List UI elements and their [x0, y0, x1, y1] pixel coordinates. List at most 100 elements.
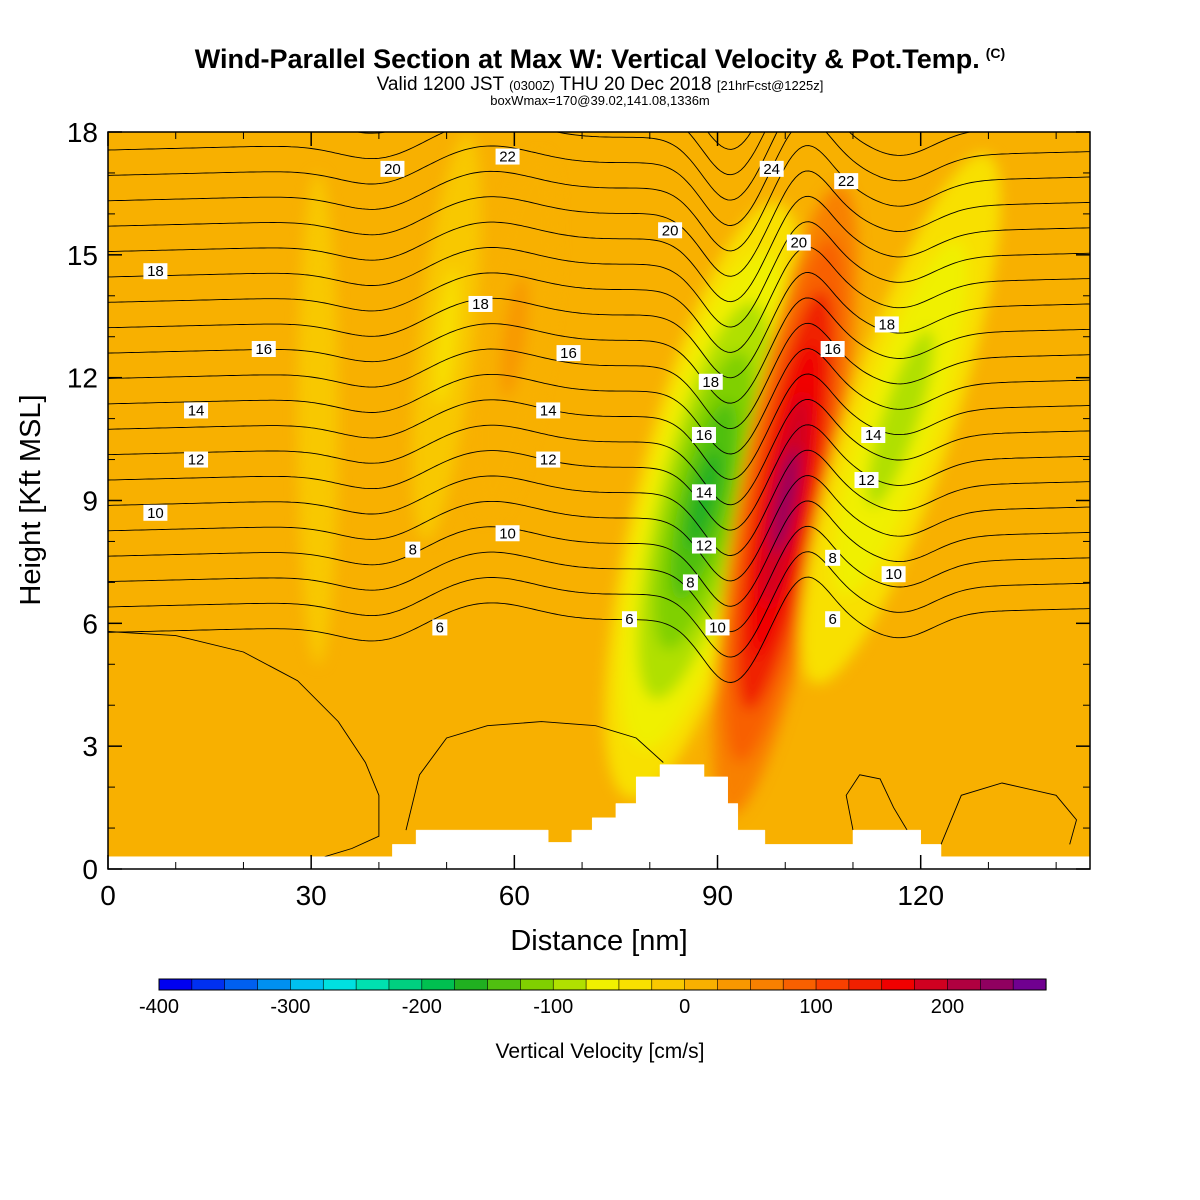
theta-contour — [108, 145, 1090, 252]
contour-label: 6 — [621, 611, 637, 628]
contour-label-box — [705, 619, 730, 636]
contour-label: 20 — [380, 160, 405, 178]
contour-label-text: 10 — [885, 566, 902, 583]
colorbar-tick-label: -200 — [402, 996, 442, 1018]
colorbar-swatch — [947, 978, 981, 991]
colorbar-swatch — [290, 978, 324, 991]
theta-contour — [108, 373, 1090, 480]
contour-label-text: 14 — [540, 402, 557, 419]
theta-contour — [108, 195, 1090, 303]
contour-label: 8 — [825, 549, 841, 567]
colorbar-swatch — [881, 978, 916, 991]
copyright-mark: (C) — [985, 45, 1006, 61]
contour-label-box — [184, 402, 209, 419]
colorbar-swatch — [815, 978, 850, 991]
theta-contour — [108, 398, 1090, 506]
contour-label: 14 — [536, 402, 561, 419]
contour-label-text: 18 — [472, 296, 489, 313]
colorbar-swatch — [618, 978, 653, 991]
y-tick-label: 3 — [82, 731, 98, 762]
theta-contour — [108, 170, 1090, 277]
theta-contour — [108, 424, 1090, 531]
theta-contour — [108, 0, 1090, 99]
valid-date: THU 20 Dec 2018 — [559, 74, 712, 95]
contour-label-box — [251, 341, 276, 358]
contour-label: 24 — [759, 160, 784, 178]
colorbar-label: Vertical Velocity [cm/s] — [496, 1040, 705, 1063]
contour-label: 6 — [825, 611, 841, 628]
contour-label: 18 — [143, 263, 168, 280]
colorbar-swatch — [585, 978, 620, 991]
x-axis: 0 30 60 90 120 — [100, 132, 1057, 911]
contour-label: 18 — [698, 373, 723, 391]
colorbar-swatch — [914, 978, 949, 991]
contour-label-text: 10 — [499, 525, 516, 542]
colorbar-swatch — [158, 978, 193, 991]
colorbar-tick-label: -100 — [533, 996, 573, 1018]
valid-utc: (0300Z) — [509, 78, 555, 93]
contour-label: 18 — [468, 295, 493, 313]
valid-time-line: Valid 1200 JST (0300Z) THU 20 Dec 2018 [… — [0, 75, 1200, 96]
contour-label-box — [556, 345, 581, 362]
contour-label-box — [495, 148, 520, 165]
colorbar-swatch — [454, 978, 489, 991]
colorbar-swatch — [421, 978, 456, 991]
theta-contour — [108, 475, 1090, 582]
contour-label-text: 20 — [662, 222, 679, 239]
contour-label-text: 16 — [255, 341, 272, 358]
contour-label: 16 — [691, 426, 716, 444]
forecast-info: [21hrFcst@1225z] — [716, 78, 824, 93]
colorbar-tick-label: 0 — [679, 996, 690, 1018]
y-tick-label: 12 — [67, 363, 98, 394]
y-tick-label: 15 — [67, 240, 98, 271]
contour-label-box — [143, 263, 168, 280]
contour-label-box — [691, 426, 716, 443]
contour-label-box — [786, 234, 811, 251]
x-tick-label: 120 — [897, 880, 944, 911]
x-axis-label: Distance [nm] — [510, 925, 687, 957]
contour-label-text: 6 — [828, 611, 836, 628]
velocity-cells — [297, 133, 1001, 816]
contour-label-text: 20 — [790, 235, 807, 252]
theta-contour — [108, 132, 973, 201]
theta-contour — [108, 272, 1090, 379]
contour-label-box — [874, 316, 899, 333]
contour-label-text: 16 — [824, 341, 841, 358]
contour-label: 12 — [184, 451, 209, 469]
contour-label: 14 — [861, 426, 886, 444]
contour-label-text: 6 — [436, 619, 444, 636]
contour-label-box — [405, 541, 421, 558]
contour-label-box — [881, 566, 906, 583]
contour-label-text: 12 — [696, 538, 713, 555]
terrain-fill — [107, 764, 1091, 870]
theta-contour — [108, 132, 1090, 226]
velocity-cell — [440, 302, 453, 371]
velocity-cell — [687, 450, 721, 551]
theta-contour — [108, 0, 1090, 73]
velocity-cell — [773, 448, 798, 553]
colorbar-swatch — [848, 978, 883, 991]
colorbar-swatch — [651, 978, 686, 991]
colorbar-swatch — [717, 978, 751, 991]
contour-label-text: 8 — [409, 542, 417, 559]
theta-contour — [940, 782, 1077, 845]
contour-label-box — [432, 619, 448, 636]
y-tick-label: 9 — [82, 486, 98, 517]
contour-label: 16 — [820, 341, 845, 358]
contour-label: 10 — [705, 619, 730, 636]
x-tick-label: 0 — [100, 880, 116, 911]
theta-contour — [108, 0, 1090, 48]
contour-label: 16 — [556, 345, 581, 362]
contour-label-box — [380, 160, 405, 177]
theta-contour — [845, 774, 908, 831]
contour-label-text: 12 — [188, 452, 205, 469]
contour-label-text: 20 — [384, 161, 401, 178]
contour-label: 12 — [691, 537, 716, 555]
colorbar-swatch — [750, 978, 784, 991]
y-tick-label: 6 — [82, 608, 98, 639]
velocity-cell — [314, 377, 322, 460]
contour-label-text: 14 — [696, 484, 713, 501]
contour-label-box — [691, 484, 716, 501]
contour-label: 12 — [854, 472, 879, 489]
contour-label: 10 — [881, 566, 906, 583]
